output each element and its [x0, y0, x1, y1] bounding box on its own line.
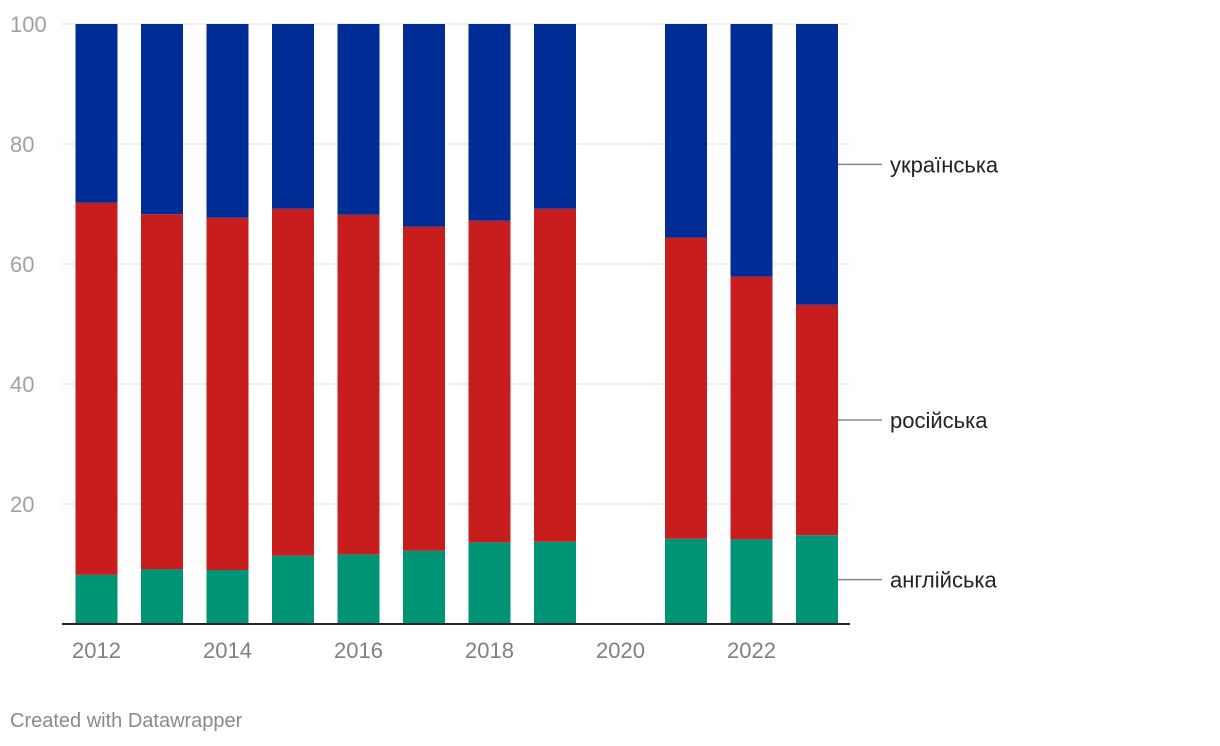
bar-segment-2013-0 — [141, 569, 183, 624]
bar-segment-2022-0 — [730, 539, 773, 624]
x-tick-label: 2018 — [465, 638, 514, 663]
bar-segment-2014-2 — [206, 24, 249, 218]
x-tick-label: 2014 — [203, 638, 252, 663]
x-tick-label: 2016 — [334, 638, 383, 663]
bar-segment-2018-2 — [468, 24, 511, 221]
bar-segment-2016-2 — [337, 24, 380, 215]
y-tick-label: 40 — [10, 372, 34, 397]
bar-segment-2015-2 — [272, 24, 314, 209]
x-tick-label: 2020 — [596, 638, 645, 663]
bar-segment-2023-1 — [796, 304, 838, 536]
series-labels: англійська російська українська — [838, 152, 999, 593]
bar-segment-2015-1 — [272, 208, 314, 556]
bar-segment-2019-2 — [534, 24, 576, 209]
bar-segment-2022-1 — [730, 276, 773, 540]
bar-segment-2017-0 — [403, 550, 445, 624]
bar-segment-2022-2 — [730, 24, 773, 277]
gridlines — [62, 23, 850, 505]
bar-segment-2021-0 — [665, 538, 707, 624]
y-tick-label: 80 — [10, 132, 34, 157]
bar-segment-2018-1 — [468, 220, 511, 543]
bar-segment-2023-0 — [796, 535, 838, 624]
bar-segment-2018-0 — [468, 542, 511, 624]
bar-segment-2017-1 — [403, 226, 445, 551]
bar-segment-2013-1 — [141, 214, 183, 570]
bar-segment-2019-1 — [534, 208, 576, 542]
axes: 20 40 60 80 100 2012 2014 2016 2018 2020 2022 — [10, 12, 850, 663]
series-label: українська — [890, 152, 999, 177]
stacked-bar-chart: 20 40 60 80 100 2012 2014 2016 2018 2020 2022 англ… — [10, 12, 999, 663]
bars — [75, 24, 838, 624]
bar-segment-2016-1 — [337, 214, 380, 555]
x-tick-label: 2012 — [72, 638, 121, 663]
bar-segment-2012-0 — [75, 574, 118, 624]
bar-segment-2017-2 — [403, 24, 445, 227]
y-tick-label: 60 — [10, 252, 34, 277]
x-tick-label: 2022 — [727, 638, 776, 663]
series-label: російська — [890, 408, 988, 433]
y-tick-label: 100 — [10, 12, 47, 37]
bar-segment-2021-1 — [665, 237, 707, 539]
y-tick-label: 20 — [10, 492, 34, 517]
series-label: англійська — [890, 568, 998, 593]
datawrapper-credit: Created with Datawrapper — [10, 710, 243, 732]
bar-segment-2013-2 — [141, 24, 183, 215]
bar-segment-2015-0 — [272, 555, 314, 624]
bar-segment-2012-1 — [75, 202, 118, 575]
bar-segment-2014-0 — [206, 570, 249, 624]
bar-segment-2021-2 — [665, 24, 707, 238]
bar-segment-2023-2 — [796, 24, 838, 305]
bar-segment-2014-1 — [206, 217, 249, 571]
bar-segment-2016-0 — [337, 554, 380, 624]
bar-segment-2019-0 — [534, 541, 576, 624]
bar-segment-2012-2 — [75, 24, 118, 203]
